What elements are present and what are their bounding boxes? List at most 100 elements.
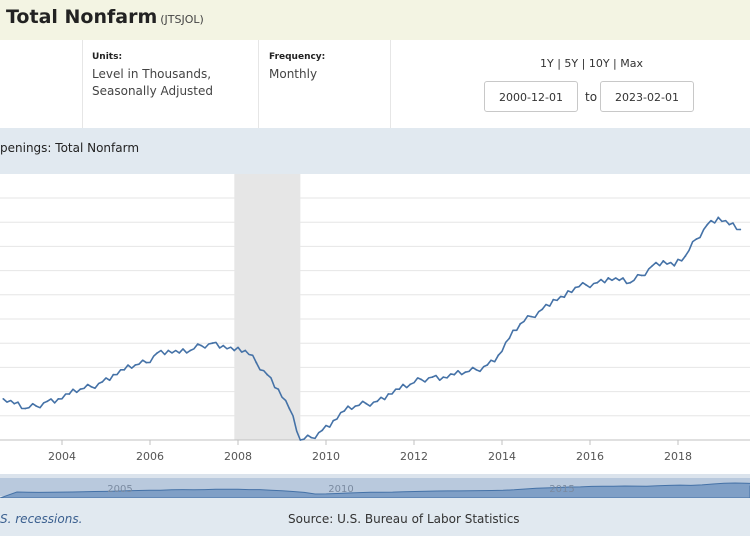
data-point bbox=[464, 371, 467, 374]
recession-note[interactable]: S. recessions. bbox=[0, 512, 83, 526]
range-separator: | bbox=[609, 57, 621, 70]
data-point bbox=[376, 400, 379, 403]
navigator-tick-label: 2005 bbox=[107, 484, 132, 495]
start-date-input[interactable]: 2000-12-01 bbox=[484, 81, 578, 112]
data-point bbox=[79, 388, 82, 391]
data-point bbox=[728, 223, 731, 226]
range-max-link[interactable]: Max bbox=[620, 57, 644, 70]
data-point bbox=[343, 410, 346, 412]
x-tick-label: 2018 bbox=[664, 450, 692, 463]
data-point bbox=[596, 281, 599, 284]
navigator-tick-label: 2015 bbox=[549, 484, 574, 495]
line-chart: 2004 2006 2008 2010 2012 2014 2016 2018 bbox=[0, 174, 750, 463]
units-line-2: Seasonally Adjusted bbox=[92, 84, 214, 98]
data-point bbox=[68, 393, 71, 395]
data-point bbox=[321, 429, 324, 432]
units-label: Units: bbox=[92, 52, 123, 62]
data-point bbox=[706, 223, 709, 226]
data-point bbox=[607, 277, 610, 279]
data-point bbox=[453, 373, 456, 376]
end-date-input[interactable]: 2023-02-01 bbox=[600, 81, 694, 112]
data-point bbox=[695, 238, 698, 240]
data-point bbox=[398, 388, 401, 391]
data-point bbox=[717, 216, 720, 219]
data-point bbox=[266, 373, 269, 376]
data-point bbox=[222, 344, 225, 347]
data-point bbox=[167, 349, 170, 352]
data-point bbox=[354, 405, 357, 407]
data-point bbox=[563, 296, 566, 299]
x-tick-label: 2008 bbox=[224, 450, 252, 463]
x-tick-label: 2014 bbox=[488, 450, 516, 463]
data-point bbox=[475, 368, 478, 371]
units-line-1: Level in Thousands, bbox=[92, 67, 212, 81]
frequency-label: Frequency: bbox=[269, 52, 326, 62]
data-point bbox=[585, 284, 588, 286]
x-tick-label: 2004 bbox=[48, 450, 76, 463]
source-note: Source: U.S. Bureau of Labor Statistics bbox=[288, 512, 520, 526]
data-point bbox=[552, 298, 555, 301]
range-1y-link[interactable]: 1Y bbox=[540, 57, 554, 70]
data-point bbox=[365, 402, 368, 405]
data-point bbox=[46, 400, 49, 403]
data-point bbox=[134, 364, 137, 366]
data-point bbox=[387, 393, 390, 395]
units-column: Units: Level in Thousands, Seasonally Ad… bbox=[82, 40, 259, 128]
range-5y-link[interactable]: 5Y bbox=[564, 57, 579, 70]
data-point bbox=[541, 308, 544, 311]
data-point bbox=[530, 315, 533, 318]
range-links: 1Y | 5Y | 10Y | Max bbox=[540, 57, 643, 70]
data-point bbox=[618, 279, 621, 282]
data-point bbox=[288, 407, 291, 410]
data-point bbox=[277, 388, 280, 391]
data-point bbox=[640, 274, 643, 277]
data-point bbox=[574, 286, 577, 289]
data-point bbox=[57, 398, 60, 400]
footer: S. recessions. Source: U.S. Bureau of La… bbox=[0, 498, 750, 536]
data-point bbox=[629, 281, 632, 284]
data-point bbox=[200, 344, 203, 347]
x-tick-label: 2010 bbox=[312, 450, 340, 463]
data-point bbox=[2, 398, 5, 400]
data-point bbox=[189, 349, 192, 352]
range-divider bbox=[390, 40, 392, 128]
data-point bbox=[101, 381, 104, 383]
data-point bbox=[90, 385, 93, 388]
data-point bbox=[409, 383, 412, 386]
data-point bbox=[684, 255, 687, 257]
navigator-chart[interactable]: 2005 2010 2015 bbox=[0, 474, 750, 499]
data-point bbox=[332, 419, 335, 422]
data-point bbox=[211, 342, 214, 345]
data-point bbox=[112, 373, 115, 376]
range-10y-link[interactable]: 10Y bbox=[588, 57, 610, 70]
data-point bbox=[739, 228, 742, 231]
navigator-series bbox=[0, 482, 750, 499]
x-tick-label: 2006 bbox=[136, 450, 164, 463]
data-point bbox=[508, 337, 511, 340]
data-point bbox=[519, 322, 522, 325]
chart-title: penings: Total Nonfarm bbox=[0, 141, 140, 155]
data-point bbox=[420, 378, 423, 381]
data-point bbox=[431, 376, 434, 378]
data-point bbox=[156, 352, 159, 354]
data-point bbox=[310, 436, 313, 439]
data-point bbox=[145, 361, 148, 364]
data-point bbox=[662, 260, 665, 262]
to-label: to bbox=[585, 90, 598, 104]
series-id: (JTSJOL) bbox=[160, 13, 204, 26]
x-tick-label: 2012 bbox=[400, 450, 428, 463]
units-value: Level in Thousands, Seasonally Adjusted bbox=[92, 66, 213, 100]
data-point bbox=[497, 354, 500, 357]
data-point bbox=[486, 364, 489, 366]
x-tick-label: 2016 bbox=[576, 450, 604, 463]
data-point bbox=[13, 402, 16, 405]
range-separator: | bbox=[553, 57, 565, 70]
data-point bbox=[299, 439, 302, 441]
data-point bbox=[255, 361, 258, 364]
data-point bbox=[233, 349, 236, 352]
plot-area: 2004 2006 2008 2010 2012 2014 2016 2018 bbox=[0, 174, 750, 474]
range-navigator[interactable]: 2005 2010 2015 bbox=[0, 474, 750, 499]
frequency-value: Monthly bbox=[269, 67, 318, 81]
data-point bbox=[24, 407, 27, 410]
frequency-column: Frequency: Monthly bbox=[258, 40, 391, 128]
